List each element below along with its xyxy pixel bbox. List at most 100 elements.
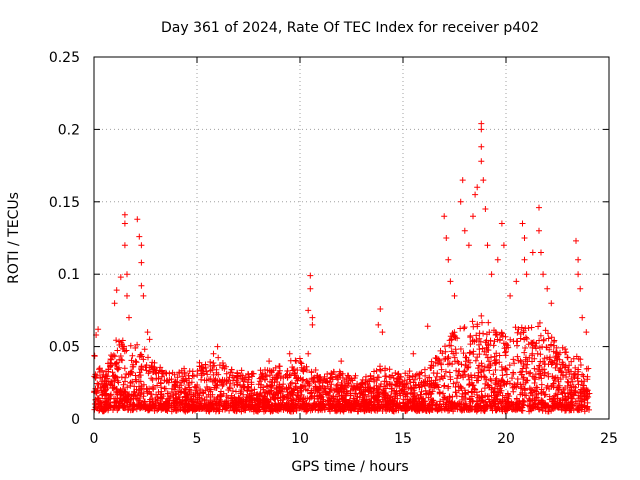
data-point <box>452 384 459 390</box>
data-point <box>498 329 505 336</box>
data-point <box>108 356 115 363</box>
data-point <box>143 385 150 392</box>
data-point <box>97 384 104 391</box>
data-point <box>171 400 178 407</box>
data-point <box>299 398 305 405</box>
data-point <box>467 341 474 348</box>
data-point <box>558 402 564 409</box>
data-point <box>138 242 145 249</box>
data-point <box>536 227 542 234</box>
data-point <box>521 256 528 263</box>
data-point <box>557 376 564 383</box>
x-tick-label: 10 <box>291 431 309 447</box>
data-point <box>125 392 132 399</box>
data-point <box>461 324 468 331</box>
data-point <box>476 351 483 358</box>
data-point <box>280 406 287 413</box>
data-point <box>513 278 520 285</box>
data-point <box>409 373 416 379</box>
data-point <box>569 378 576 385</box>
data-point <box>96 407 102 414</box>
data-point <box>209 366 216 373</box>
data-point <box>133 359 140 366</box>
data-point <box>215 405 222 411</box>
data-point <box>519 397 526 404</box>
data-point <box>572 389 579 396</box>
data-point <box>381 404 388 411</box>
y-tick-label: 0.05 <box>49 340 80 356</box>
data-point <box>172 407 179 414</box>
data-point <box>520 374 527 381</box>
data-point <box>286 384 293 391</box>
y-tick-label: 0 <box>71 412 80 428</box>
data-point <box>513 338 520 345</box>
data-point <box>375 321 382 328</box>
data-point <box>353 397 360 404</box>
data-point <box>421 382 428 388</box>
data-point <box>252 407 259 414</box>
data-point <box>154 382 161 389</box>
data-point <box>302 386 309 393</box>
data-point <box>514 376 521 382</box>
data-point <box>157 364 164 371</box>
data-point <box>140 393 147 400</box>
data-point <box>483 376 490 383</box>
data-point <box>231 394 238 401</box>
data-point <box>119 337 126 344</box>
data-point <box>559 359 566 366</box>
data-point <box>461 227 468 234</box>
data-point <box>193 396 199 403</box>
data-point <box>438 366 445 373</box>
data-point <box>294 387 301 393</box>
data-point <box>514 329 521 336</box>
data-point <box>488 384 495 391</box>
data-point <box>304 407 311 414</box>
data-point <box>541 366 548 373</box>
data-point <box>484 381 491 388</box>
data-point <box>542 327 549 334</box>
y-tick-label: 0.25 <box>49 50 80 66</box>
data-point <box>406 368 413 375</box>
data-point <box>554 361 561 367</box>
data-point <box>343 400 350 407</box>
data-point <box>238 367 245 374</box>
data-point <box>435 405 442 412</box>
data-point <box>336 388 343 395</box>
data-point <box>293 358 300 364</box>
data-point <box>94 396 101 402</box>
data-point <box>546 356 553 363</box>
data-point <box>377 306 384 312</box>
data-point <box>465 357 472 364</box>
data-point <box>521 385 528 392</box>
data-point <box>491 353 498 360</box>
data-point <box>230 400 236 407</box>
data-point <box>481 408 488 415</box>
data-point <box>507 336 514 343</box>
data-point <box>394 395 401 402</box>
data-point <box>523 271 530 278</box>
data-point <box>130 363 137 370</box>
data-point <box>577 285 584 292</box>
data-point <box>347 404 354 411</box>
data-point <box>300 368 307 375</box>
data-point <box>510 388 517 395</box>
data-point <box>506 362 513 369</box>
data-point <box>538 249 544 256</box>
data-point <box>509 375 515 382</box>
data-point <box>136 374 142 380</box>
data-point <box>373 387 380 394</box>
data-point <box>346 374 353 381</box>
data-point <box>97 403 104 410</box>
data-point <box>234 399 241 406</box>
data-point <box>305 307 312 314</box>
data-point <box>501 345 508 352</box>
data-point <box>269 402 276 409</box>
data-point <box>335 398 342 405</box>
data-point <box>470 213 476 220</box>
data-point <box>522 334 529 341</box>
data-point <box>382 367 388 374</box>
data-point <box>122 404 129 411</box>
data-point <box>338 381 345 388</box>
data-point <box>459 390 466 397</box>
data-point <box>181 369 188 376</box>
